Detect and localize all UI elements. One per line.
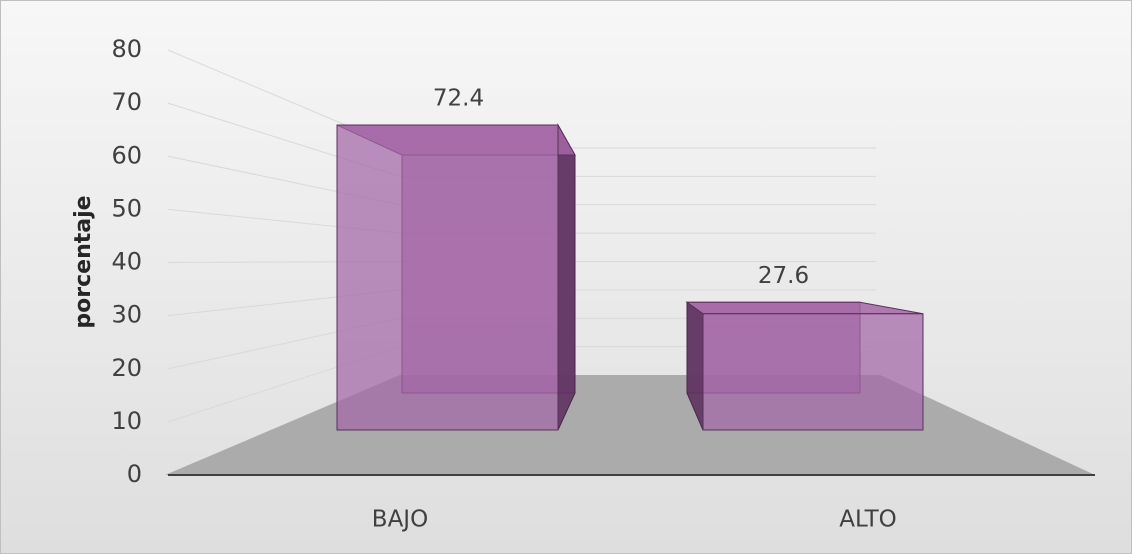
- y-tick-label: 60: [111, 141, 142, 169]
- y-tick-label: 70: [111, 88, 142, 116]
- y-tick-label: 80: [111, 35, 142, 63]
- x-tick-label: ALTO: [839, 507, 897, 533]
- y-tick-label: 20: [111, 354, 142, 382]
- x-tick-label: BAJO: [372, 507, 428, 533]
- bar: [685, 301, 924, 431]
- y-tick-label: 10: [111, 407, 142, 435]
- bar-front: [702, 313, 924, 431]
- y-tick-label: 30: [111, 301, 142, 329]
- bar-front: [336, 124, 559, 431]
- bar-side: [557, 123, 576, 431]
- bars: [336, 123, 924, 431]
- y-tick-label: 50: [111, 194, 142, 222]
- y-tick-label: 0: [127, 460, 142, 488]
- y-axis-title: porcentaje: [71, 195, 96, 328]
- bar: [336, 123, 576, 431]
- value-label: 27.6: [758, 263, 809, 289]
- value-label: 72.4: [433, 86, 484, 112]
- y-tick-label: 40: [111, 248, 142, 276]
